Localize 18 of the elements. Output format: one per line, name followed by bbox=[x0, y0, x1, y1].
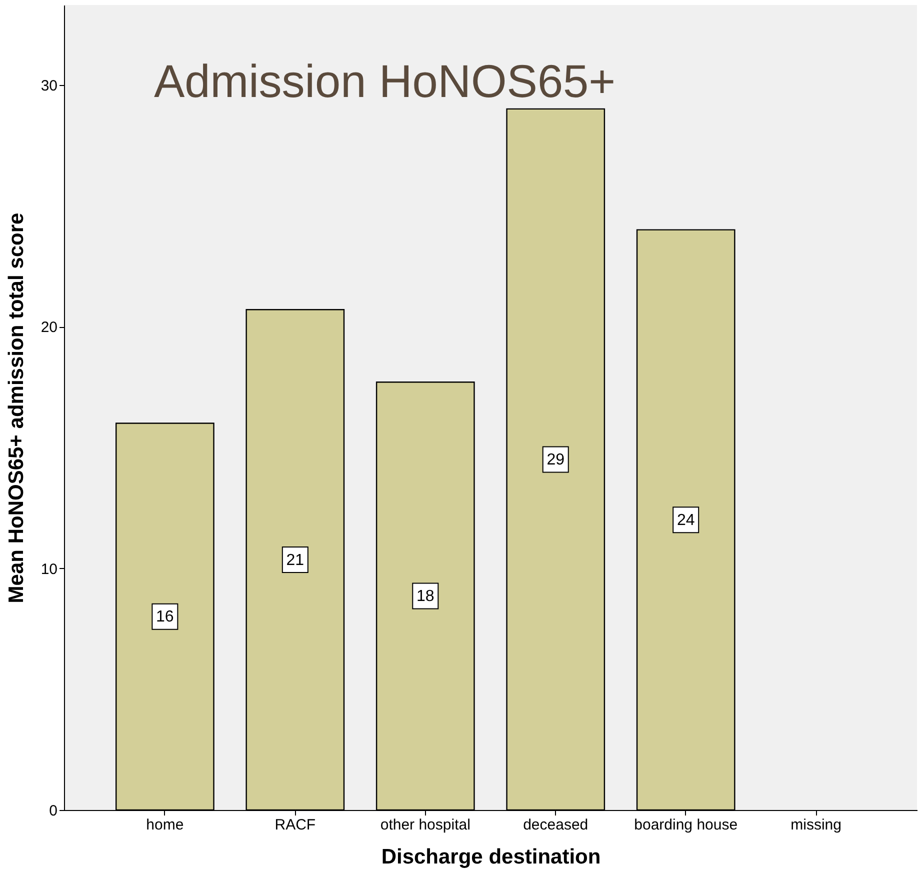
y-tick-label: 20 bbox=[40, 319, 58, 336]
data-label: 18 bbox=[416, 588, 434, 606]
x-tick-label: deceased bbox=[523, 816, 588, 834]
y-tick-label: 0 bbox=[49, 802, 58, 820]
x-tick-label: home bbox=[146, 816, 184, 834]
x-axis-title: Discharge destination bbox=[381, 846, 601, 868]
y-tick-label: 10 bbox=[40, 560, 58, 578]
y-axis-title: Mean HoNOS65+ admission total score bbox=[4, 212, 28, 604]
x-tick-label: other hospital bbox=[380, 816, 470, 834]
y-tick-label: 30 bbox=[40, 77, 58, 94]
x-tick-label: RACF bbox=[274, 816, 316, 834]
data-label: 24 bbox=[676, 512, 695, 529]
data-label: 21 bbox=[286, 552, 304, 569]
data-label: 16 bbox=[156, 608, 174, 626]
text: Admission HoNOS65+ bbox=[154, 55, 616, 107]
data-label: 29 bbox=[546, 451, 565, 468]
x-tick-label: boarding house bbox=[634, 816, 738, 834]
x-tick-label: missing bbox=[790, 816, 842, 834]
